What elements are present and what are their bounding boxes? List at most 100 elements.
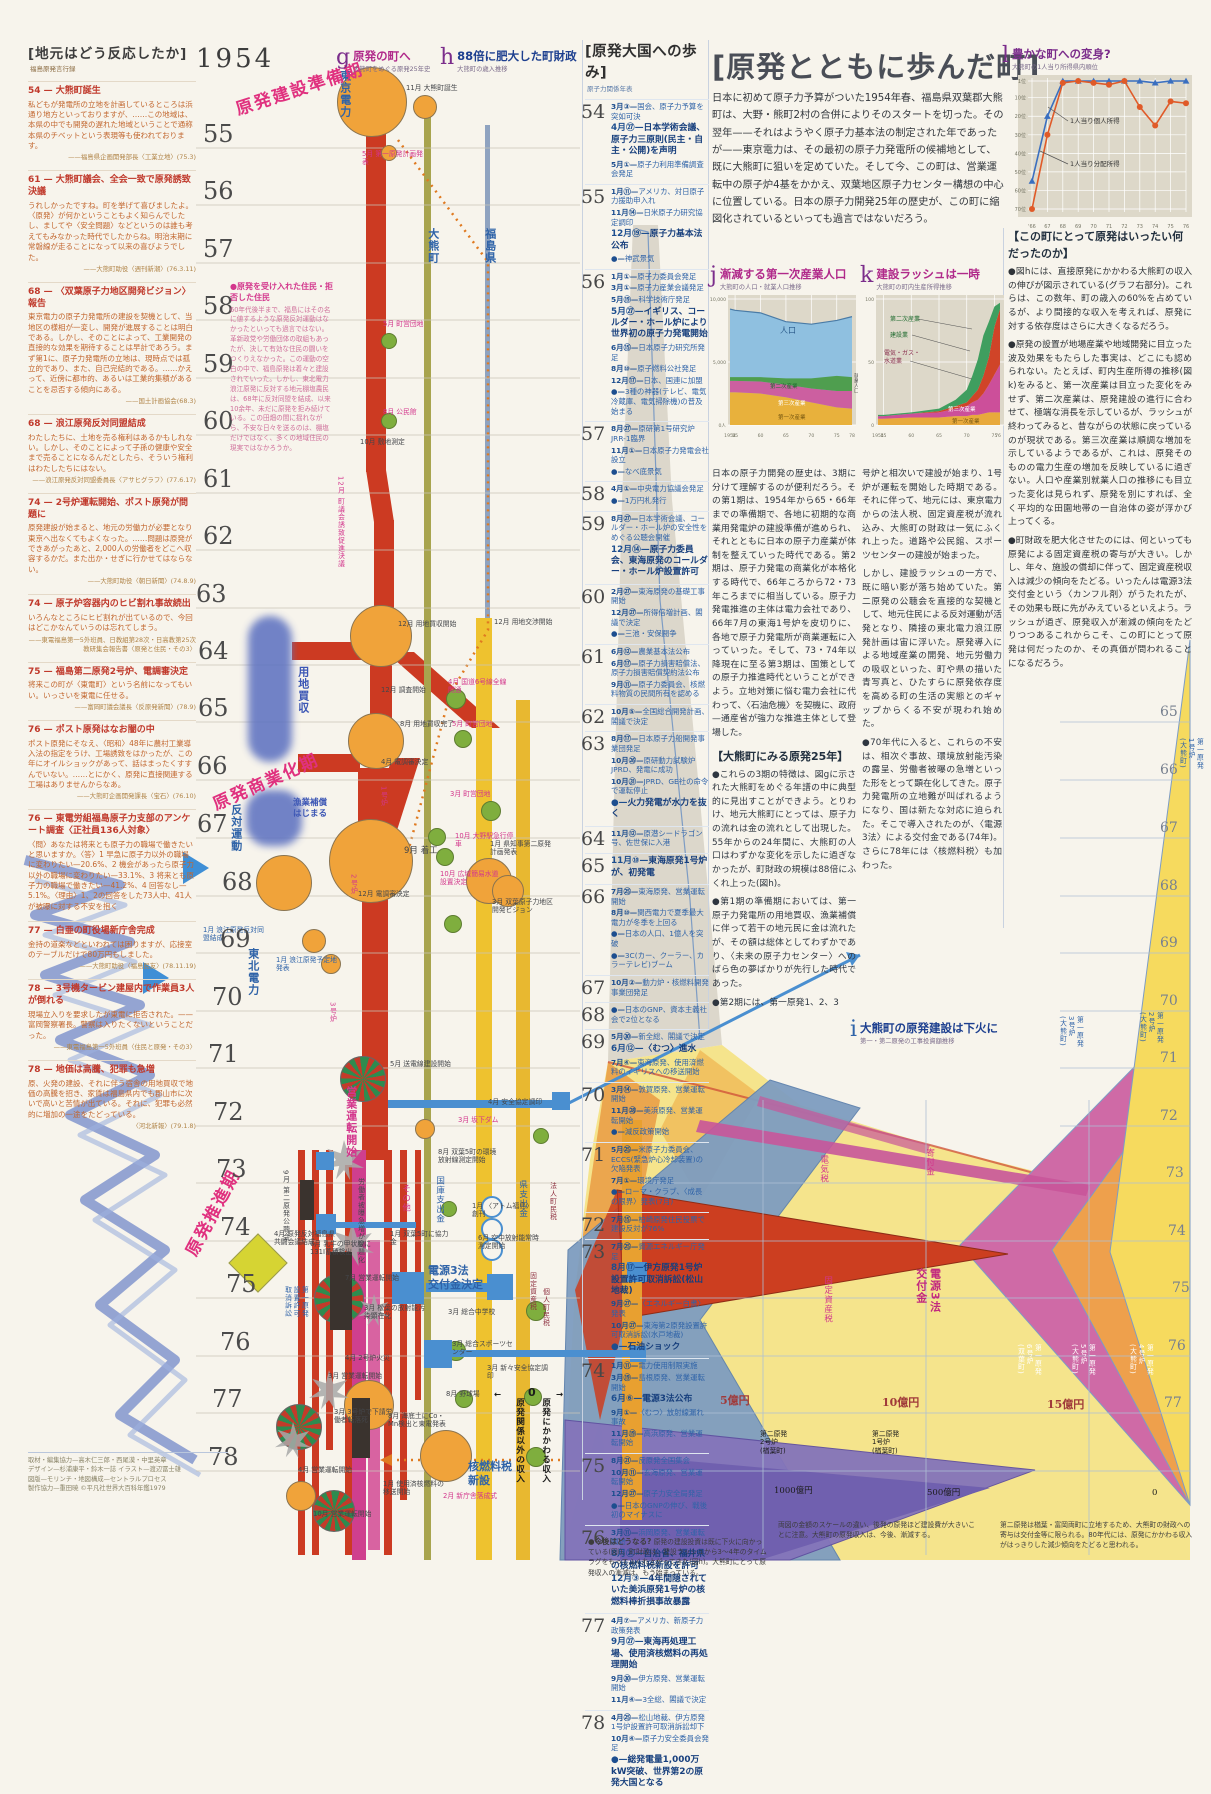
- quote-entry: 61 — 大熊町議会、全会一致で原発誘致決議 うれしかったですね。町を挙げて喜びま…: [28, 170, 196, 273]
- milestone-circle: [413, 95, 437, 119]
- event-label: 1月 浪江原発反対同盟結成: [203, 926, 264, 943]
- chronology-item: 8月㉑—自治省、福井県の核燃料税新設を許可: [611, 1549, 706, 1571]
- chronology-item: 4月①—中央電力協議会発足: [611, 484, 704, 494]
- event-label: 8月 海底土にCo・Mn検出と東電発表: [388, 1412, 446, 1429]
- chart-j: j 漸減する第一次産業人口 大熊町の人口・就業人口推移 0人 5,000 10,00…: [710, 265, 859, 447]
- event-label: 固定資産税: [528, 1272, 537, 1311]
- event-label: 寄付金: [924, 1148, 935, 1177]
- quote-title: 76 — ポスト原発はなお闇の中: [28, 724, 155, 735]
- chronology-year-number: 55: [581, 185, 606, 208]
- event-label: 漁業補償 はじまる: [293, 798, 328, 819]
- opposition-arrow-icon: [143, 962, 169, 994]
- chronology-item: 5月①—原子力利用準備調査会発足: [611, 159, 704, 179]
- quote-title: 74 — 原子炉容器内のヒビ割れ事故続出: [28, 599, 191, 610]
- milestone-circle: [415, 1119, 435, 1139]
- chronology-year: 64 11月⑫—原潜シードラゴン号、佐世保に入港: [581, 825, 709, 850]
- chart-h-letter: h: [440, 45, 455, 70]
- quote-source: ——浪江原発反対同盟委員長〈アサヒグラフ〉(77.6.17): [32, 476, 196, 485]
- event-label: 0: [1152, 1488, 1158, 1498]
- quote-body: いろんなところにヒビ割れが出ているので、今回はどこかなんていうのは忘れてしまう。: [28, 612, 193, 633]
- milestone-circle: [256, 855, 312, 911]
- timeline-year-right: 65: [1160, 704, 1178, 720]
- chronology-item: 12月⑲—原子力基本法公布: [611, 229, 703, 251]
- quote-entry: 76 — ポスト原発はなお闇の中 ポスト原発にそなえ、〈昭和〉48年に農村工業導入…: [28, 719, 196, 800]
- chronology-item: 7月㉕—資源エネルギー庁発足: [611, 1241, 705, 1261]
- event-label: 4月 電調審決定: [381, 758, 429, 766]
- milestone-circle: [350, 605, 412, 667]
- event-label: 4月 2号炉火災: [345, 1354, 390, 1362]
- timeline-year-right: 68: [1160, 878, 1178, 894]
- chronology-item: 3月⑪—浜岡原発、営業運転開始: [611, 1527, 705, 1547]
- article-subhead: 【大熊町にみる原発25年】: [712, 749, 849, 763]
- event-label: 第一原発 設置許可 取消訴訟: [283, 1286, 309, 1318]
- event-label: 6月 乳牛の甲状腺に131I蓄積検出: [310, 1240, 371, 1257]
- chronology-item: ●—火力発電が水力を抜く: [611, 798, 707, 820]
- article-paragraph: 号炉と相次いで建設が始まり、1号炉が運転を開始した時期である。それに伴って、地元…: [862, 469, 1002, 561]
- quote-source: ——大熊町助役〈週刊新潮〉(76.3.11): [83, 264, 196, 273]
- chronology-item: 6月⑮—日本原子力研究所発足: [611, 342, 705, 362]
- timeline-year-right: 74: [1168, 1223, 1186, 1239]
- chronology-item: ●—3C(カー、クーラー、カラーテレビ)ブーム: [611, 950, 704, 970]
- chronology-year-number: 56: [581, 270, 606, 293]
- chronology-item: 10月㉛—JPRD、GE社の命令で運転停止: [611, 776, 709, 796]
- chronology-item: 12月⑭—原子力委員会、東海原発のコールダー・ホール炉設置許可: [611, 544, 708, 578]
- quote-title: 77 — 白亜の町役場新庁舎完成: [28, 926, 155, 937]
- future-note: ●今後はどうなる? 原発の建設投資は既に下火に向かっている(図i)。町財政は、建…: [588, 1536, 768, 1578]
- event-label: 10億円: [882, 1396, 920, 1409]
- diagram-background: [23, 112, 1191, 1561]
- chronology-item: 8月⑰—伊方原発1号炉設置許可取消訴訟(松山地裁): [611, 1263, 703, 1296]
- event-label: 7月 営業運転開始: [345, 1274, 400, 1282]
- event-label: 8月 公民館: [383, 408, 417, 416]
- event-label: 営業運転開始: [344, 1086, 358, 1158]
- event-label: 法人町民税: [548, 1182, 557, 1221]
- chronology-item: 1月⑪—電力使用制限実施: [611, 1361, 698, 1371]
- quote-title: 75 — 福島第二原発2号炉、電調審決定: [28, 666, 189, 677]
- timeline-year: 72: [213, 1098, 244, 1126]
- scale-note: 両図の金額のスケールの違い、後発の原発ほど建設費が大きいことに注意。大熊町の原発…: [778, 1521, 976, 1540]
- event-label: 第一原発 1号炉 (大熊町): [1178, 738, 1204, 770]
- chronology-item: ●—1万円札発行: [611, 496, 667, 505]
- chronology-item: ●—ローマ・クラブ、〈成長の限界〉発表(7月): [611, 1187, 703, 1206]
- event-label: 5月 町営団地: [383, 320, 424, 328]
- facility-circle: [381, 333, 397, 349]
- chronology-year-number: 67: [581, 976, 606, 999]
- chronology-item: 2月㉗—東海原発の基礎工事開始: [611, 586, 705, 606]
- svg-text:65: 65: [936, 433, 942, 439]
- quote-entry: 77 — 白亜の町役場新庁舎完成 金持の道楽などといわれては困りますが、応接室のテ…: [28, 921, 196, 970]
- monitor-circle: [481, 1196, 503, 1218]
- event-label: 大熊町: [426, 228, 440, 264]
- event-label: 5月 送電線建設開始: [390, 1060, 451, 1068]
- event-label: 10月 広域簡易水道設置決定: [440, 870, 499, 887]
- timeline-year: 64: [198, 637, 229, 665]
- event-label: その他: [400, 1184, 411, 1213]
- event-label: 原発にかかわる収入: [540, 1398, 551, 1484]
- event-label: 第二原発 1号炉 (楢葉町): [872, 1430, 900, 1455]
- grant-square: [316, 1152, 334, 1170]
- commentary-paragraph: ●図hには、直接原発にかかわる大熊町の収入の伸びが図示されている(グラフ右部分)…: [1008, 267, 1192, 332]
- event-label: 12月 電調審決定: [358, 890, 410, 898]
- event-label: 12月 町議会誘致促進決議: [336, 476, 345, 568]
- chronology-year-number: 73: [581, 1240, 606, 1263]
- timeline-year: 59: [203, 350, 234, 378]
- event-label: 1000億円: [774, 1486, 813, 1496]
- quote-title: 68 — 浪江原発反対同盟結成: [28, 418, 146, 429]
- chronology-year-number: 72: [581, 1213, 606, 1236]
- event-label: 核燃料税 新設: [468, 1460, 512, 1487]
- event-label: 第一原発 5号炉 (大熊町): [1070, 1344, 1096, 1376]
- facility-circle: [455, 1390, 473, 1408]
- quote-source: ——東電福島第一5外班員〈住民と原発・その3〉: [53, 1042, 196, 1051]
- chronology-year: 61 6月⑫—農業基本法公布 6月⑰—原子力損害賠償法、原子力損害賠償契約法公布 9月…: [581, 643, 709, 699]
- event-label: ←: [494, 1390, 502, 1400]
- svg-text:0: 0: [871, 423, 874, 429]
- svg-text:67: 67: [1044, 224, 1050, 230]
- chronology-year-number: 60: [581, 585, 606, 608]
- chronology-item: 9月⑪—原子力委員会、核燃料物質の民間所有を認める: [611, 679, 705, 699]
- chronology-year: 69 5月㉚—新全総、閣議で決定 6月⑫—〈むつ〉進水 7月④—東海原発、使用済燃料の…: [581, 1029, 709, 1076]
- quote-entry: 54 — 大熊町誕生 私どもが発電所の立地を計画しているところは浜通り地方といって…: [28, 81, 196, 161]
- svg-text:水道業: 水道業: [884, 357, 902, 365]
- chronology-item: 8月⑰—日本原子力船開発事業団発足: [611, 734, 705, 753]
- chronology-item: 9月㉚—伊方原発、営業運転開始: [611, 1673, 705, 1693]
- event-label: 3月 営業運転開始: [328, 1372, 383, 1380]
- chronology-year-number: 71: [581, 1143, 606, 1166]
- timeline-year: 66: [197, 752, 228, 780]
